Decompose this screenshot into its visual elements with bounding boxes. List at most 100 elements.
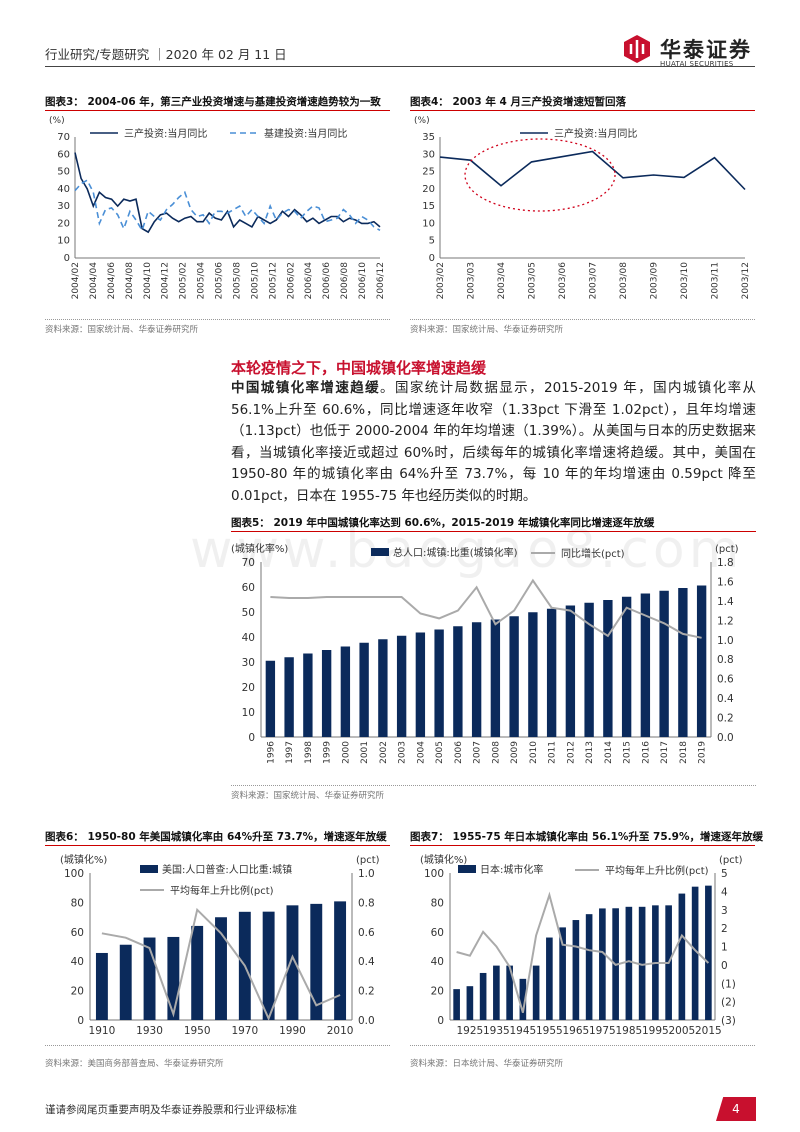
x-tick-label: 2005/08 — [232, 262, 242, 300]
x-tick-label: 2007 — [473, 741, 483, 764]
x-tick-label: 1970 — [231, 1025, 258, 1037]
fig7-title: 图表7： 1955-75 年日本城镇化率由 56.1%升至 75.9%，增速逐年… — [410, 831, 763, 843]
y2-tick-label: 1.6 — [717, 576, 734, 588]
y-tick-label: 80 — [71, 897, 84, 909]
bar — [532, 965, 540, 1020]
y-tick-label: 40 — [57, 184, 70, 195]
fig3-title: 图表3： 2004-06 年，第三产业投资增速与基建投资增速趋势较为一致 — [45, 96, 381, 108]
bar — [453, 626, 463, 737]
x-tick-label: 2012 — [566, 741, 576, 764]
x-tick-label: 2001 — [360, 741, 370, 764]
x-tick-label: 2004/08 — [125, 262, 135, 300]
x-tick-label: 1999 — [323, 741, 333, 764]
y-tick-label: 60 — [57, 149, 70, 160]
x-tick-label: 2008 — [491, 741, 501, 764]
x-tick-label: 2005 — [669, 1025, 696, 1037]
y2-tick-label: 0 — [721, 960, 728, 972]
x-tick-label: 2018 — [679, 741, 689, 764]
y-axis-label: (%) — [49, 116, 65, 126]
x-tick-label: 1950 — [184, 1025, 211, 1037]
fig7-title-rule — [410, 845, 755, 846]
x-tick-label: 2004 — [416, 741, 426, 764]
brand-logo: 华泰证券 HUATAI SECURITIES — [622, 34, 757, 70]
footer-disclaimer: 谨请参阅尾页重要声明及华泰证券股票和行业评级标准 — [45, 1104, 297, 1116]
y-tick-label: 100 — [424, 868, 444, 880]
y-tick-label: 70 — [57, 132, 70, 143]
y-tick-label: 15 — [422, 201, 435, 212]
fig7-chart: (城镇化%) (pct) 0 20 40 60 80 100 (3) (2) (1) 0 1 2 3 4 5 19… — [420, 853, 743, 1037]
fig6-bottom-rule — [45, 1045, 390, 1046]
bar — [565, 605, 576, 737]
y2-tick-label: 2 — [721, 923, 728, 935]
fig3-chart: (%) 0 10 20 30 40 50 60 70 2004/02 2004/04 2004/06 2… — [49, 116, 386, 300]
bar — [678, 893, 686, 1020]
bar — [340, 646, 351, 737]
y-tick-label: 40 — [242, 632, 255, 644]
x-tick-label: 1910 — [89, 1025, 116, 1037]
x-tick-label: 2003 — [398, 741, 408, 764]
fig3-source: 资料来源：国家统计局、华泰证券研究所 — [45, 325, 199, 335]
x-tick-label: 2003/08 — [619, 262, 629, 300]
y-axis-label: (城镇化%) — [420, 853, 467, 866]
legend-label-line: 平均每年上升比例(pct) — [170, 884, 274, 897]
bar — [359, 642, 369, 737]
x-tick-label: 2003/11 — [711, 262, 721, 299]
y2-tick-label: 0.6 — [717, 674, 734, 686]
bar — [143, 937, 156, 1020]
y-tick-label: 20 — [57, 218, 70, 229]
bar — [396, 635, 407, 737]
y2-tick-label: 0.8 — [717, 654, 734, 666]
x-tick-label: 1955 — [536, 1025, 563, 1037]
bar — [284, 657, 294, 737]
y-tick-label: 0 — [77, 1015, 84, 1027]
bar — [638, 906, 646, 1020]
fig5-source: 资料来源：国家统计局、华泰证券研究所 — [231, 791, 385, 801]
y-axis-label: (%) — [414, 116, 430, 126]
x-tick-label: 2006/02 — [286, 262, 296, 299]
fig3-bottom-rule — [45, 319, 390, 320]
y-tick-label: 50 — [57, 167, 70, 178]
section-title: 本轮疫情之下，中国城镇化率增速趋缓 — [231, 359, 487, 377]
x-tick-label: 2004/04 — [89, 262, 99, 300]
y-tick-label: 20 — [242, 682, 255, 694]
x-tick-label: 2003/02 — [436, 262, 446, 299]
y2-tick-label: 0.6 — [358, 927, 375, 939]
y-tick-label: 40 — [71, 956, 84, 968]
x-tick-label: 1935 — [483, 1025, 510, 1037]
bar — [303, 653, 313, 737]
series-line — [270, 578, 702, 639]
y2-tick-label: 0.0 — [717, 732, 734, 744]
legend-label-bar: 日本:城市化率 — [480, 863, 543, 876]
bar — [559, 927, 566, 1020]
x-tick-label: 2003/09 — [650, 262, 660, 300]
y-tick-label: 80 — [431, 897, 444, 909]
bar — [584, 602, 594, 737]
fig5-title: 图表5： 2019 年中国城镇化率达到 60.6%，2015-2019 年城镇化… — [231, 517, 655, 529]
x-tick-label: 2004/02 — [71, 262, 81, 299]
y2-tick-label: (2) — [721, 997, 736, 1009]
page-number: 4 — [716, 1097, 756, 1121]
y2-tick-label: 0.4 — [358, 956, 375, 968]
y-tick-label: 60 — [431, 927, 444, 939]
x-tick-label: 1995 — [642, 1025, 669, 1037]
y-tick-label: 10 — [242, 707, 255, 719]
x-tick-label: 2003/10 — [680, 262, 690, 300]
x-tick-label: 2019 — [698, 741, 708, 764]
y-tick-label: 20 — [71, 986, 84, 998]
bar — [215, 917, 227, 1020]
legend-swatch-bar — [140, 865, 158, 873]
x-tick-label: 2006/06 — [322, 262, 332, 300]
logo-text-cn: 华泰证券 — [660, 38, 752, 62]
bar — [493, 965, 500, 1020]
section-paragraph: 中国城镇化率增速趋缓。国家统计局数据显示，2015-2019 年，国内城镇化率从… — [231, 378, 756, 507]
bar — [599, 908, 606, 1020]
fig7-bottom-rule — [410, 1045, 755, 1046]
bar — [191, 925, 204, 1020]
bar — [640, 593, 651, 737]
bar — [334, 901, 347, 1020]
page-header: 行业研究/专题研究 ｜2020 年 02 月 11 日 — [45, 47, 287, 62]
y-tick-label: 40 — [431, 956, 444, 968]
x-tick-label: 2005/12 — [268, 262, 278, 299]
y2-tick-label: 1.8 — [717, 557, 734, 569]
bar — [415, 632, 426, 737]
